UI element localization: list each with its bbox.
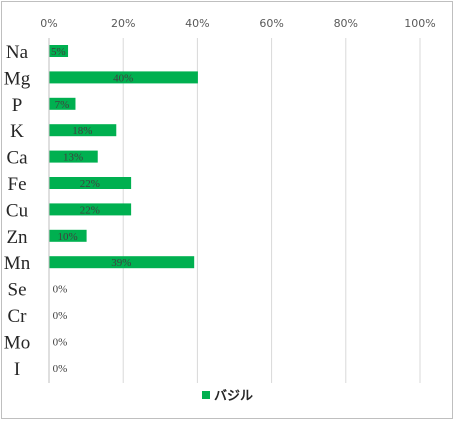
category-label: Se bbox=[8, 280, 27, 301]
bar bbox=[49, 256, 195, 269]
data-label: 0% bbox=[53, 363, 68, 375]
bar bbox=[49, 71, 198, 84]
category-label: I bbox=[14, 359, 20, 380]
bar bbox=[49, 97, 76, 110]
bar bbox=[49, 45, 69, 57]
bar bbox=[49, 124, 117, 137]
category-label: Na bbox=[6, 42, 29, 63]
category-label: Mn bbox=[4, 253, 31, 274]
data-label: 22% bbox=[80, 204, 100, 216]
category-label: P bbox=[12, 95, 23, 116]
data-label: 40% bbox=[113, 72, 133, 84]
category-label: Cr bbox=[8, 306, 28, 327]
data-label: 7% bbox=[55, 99, 70, 111]
category-label: Cu bbox=[6, 200, 29, 221]
category-label: K bbox=[10, 121, 24, 142]
category-label: Ca bbox=[6, 148, 28, 169]
bar bbox=[49, 150, 98, 163]
category-label: Mg bbox=[4, 68, 31, 89]
data-label: 18% bbox=[72, 125, 92, 137]
bar bbox=[49, 229, 87, 242]
x-tick-label: 80% bbox=[334, 17, 358, 30]
bar bbox=[49, 177, 132, 189]
x-tick-label: 100% bbox=[404, 17, 435, 30]
data-label: 39% bbox=[111, 257, 131, 269]
legend-label: バジル bbox=[214, 389, 253, 404]
x-tick-label: 60% bbox=[259, 17, 283, 30]
data-label: 10% bbox=[57, 231, 77, 243]
category-label: Zn bbox=[6, 227, 28, 248]
x-tick-label: 0% bbox=[40, 17, 57, 30]
x-tick-label: 20% bbox=[111, 17, 135, 30]
legend-swatch bbox=[202, 391, 210, 399]
category-label: Mo bbox=[4, 332, 30, 353]
data-label: 22% bbox=[80, 178, 100, 190]
data-label: 0% bbox=[53, 284, 68, 296]
data-label: 0% bbox=[53, 336, 68, 348]
bar bbox=[49, 203, 132, 216]
data-label: 13% bbox=[63, 152, 83, 164]
data-label: 5% bbox=[51, 46, 66, 58]
data-label: 0% bbox=[53, 310, 68, 322]
category-label: Fe bbox=[8, 174, 27, 195]
x-tick-label: 40% bbox=[185, 17, 209, 30]
